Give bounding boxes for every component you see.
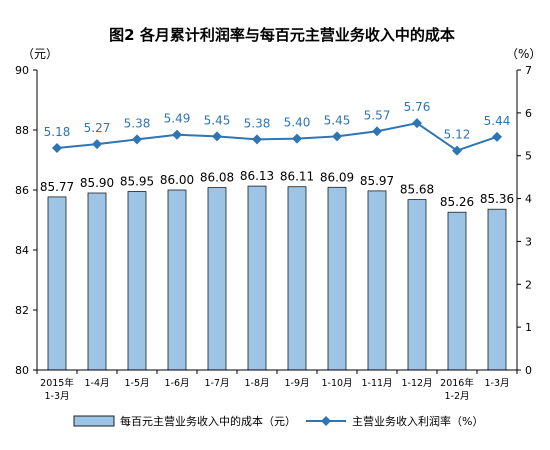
right-tick-label: 2 — [525, 278, 532, 291]
x-tick-label: 1-8月 — [244, 378, 269, 389]
right-tick-label: 3 — [525, 235, 532, 248]
right-tick-label: 1 — [525, 321, 532, 334]
left-tick-label: 84 — [15, 244, 29, 257]
bar — [247, 185, 267, 371]
line-value-label: 5.38 — [124, 116, 151, 130]
bar-value-label: 85.77 — [40, 180, 74, 194]
right-axis-ticks: 0 1 2 3 4 5 6 7 — [517, 64, 532, 377]
x-tick-label: 1-7月 — [204, 378, 229, 389]
bar-value-label: 85.90 — [80, 176, 114, 190]
bar-value-label: 86.00 — [160, 173, 194, 187]
x-tick-label: 1-12月 — [401, 378, 432, 389]
line-point — [332, 131, 342, 142]
bar-series — [47, 185, 507, 371]
bar-value-label: 85.68 — [400, 183, 434, 197]
x-axis-labels: 2015年 1-3月 1-4月 1-5月 1-6月 1-7月 1-8月 1-9月 1-10月 1-… — [36, 370, 518, 402]
x-tick-label: 1-5月 — [124, 378, 149, 389]
legend-line-label: 主营业务收入利润率（%） — [352, 414, 483, 428]
bar — [367, 190, 387, 371]
bar — [127, 191, 147, 371]
bar-value-label: 86.09 — [320, 170, 354, 184]
line-value-label: 5.45 — [204, 113, 231, 127]
right-tick-label: 4 — [525, 193, 532, 206]
line-value-label: 5.38 — [244, 116, 271, 130]
legend-line-marker — [321, 416, 331, 426]
line-point — [372, 126, 382, 137]
left-tick-label: 88 — [15, 124, 29, 137]
bar — [407, 199, 427, 371]
line-series — [52, 118, 502, 156]
right-axis-unit: （%） — [506, 47, 541, 61]
left-axis-unit: （元） — [22, 47, 58, 61]
bar-value-label: 86.08 — [200, 171, 234, 185]
x-tick-label: 1-4月 — [84, 378, 109, 389]
legend-bar-label: 每百元主营业务收入中的成本（元） — [120, 414, 296, 428]
line-value-label: 5.44 — [484, 114, 511, 128]
line-value-label: 5.12 — [444, 128, 471, 142]
right-tick-label: 6 — [525, 107, 532, 120]
bar — [207, 187, 227, 371]
bar-value-label: 86.13 — [240, 169, 274, 183]
right-tick-label: 0 — [525, 364, 532, 377]
line-point — [52, 143, 62, 153]
chart-title: 图2 各月累计利润率与每百元主营业务收入中的成本 — [109, 26, 455, 44]
left-tick-label: 82 — [15, 304, 29, 317]
bar-value-label: 85.97 — [360, 174, 394, 188]
left-tick-label: 90 — [15, 64, 29, 77]
line-data-labels: 5.18 5.27 5.38 5.49 5.45 5.38 5.40 5.45 5.57 5.76… — [44, 100, 511, 141]
x-tick-label: 1-11月 — [361, 378, 392, 389]
left-tick-label: 80 — [15, 364, 29, 377]
line-value-label: 5.57 — [364, 108, 391, 122]
x-tick-label: 1-3月 — [44, 391, 69, 402]
right-tick-label: 5 — [525, 150, 532, 163]
line-point — [212, 131, 222, 142]
x-tick-label: 1-6月 — [164, 378, 189, 389]
x-tick-label: 1-3月 — [484, 378, 509, 389]
bar-value-label: 85.26 — [440, 195, 474, 209]
right-tick-label: 7 — [525, 64, 532, 77]
bar — [87, 192, 107, 371]
bar-value-label: 85.95 — [120, 175, 154, 189]
bar-value-label: 85.36 — [480, 192, 514, 206]
x-tick-label: 1-10月 — [321, 378, 352, 389]
bar-value-label: 86.11 — [280, 170, 314, 184]
line-point — [492, 131, 502, 142]
bar — [447, 211, 467, 371]
line-value-label: 5.18 — [44, 125, 71, 139]
line-point — [452, 145, 462, 156]
bar — [327, 186, 347, 371]
x-tick-label: 2016年 — [440, 377, 474, 389]
line-point — [132, 134, 142, 145]
line-value-label: 5.45 — [324, 113, 351, 127]
line-point — [92, 139, 102, 150]
x-tick-label: 1-2月 — [444, 391, 469, 402]
line-value-label: 5.49 — [164, 112, 191, 126]
line-point — [172, 129, 182, 140]
line-point — [292, 133, 302, 144]
line-point — [412, 118, 422, 129]
left-axis-ticks: 80 82 84 86 88 90 — [15, 64, 37, 377]
bar — [487, 208, 507, 371]
bar — [47, 196, 67, 371]
bar — [167, 189, 187, 371]
legend: 每百元主营业务收入中的成本（元） 主营业务收入利润率（%） — [73, 414, 483, 428]
line-value-label: 5.27 — [84, 121, 111, 135]
line-value-label: 5.76 — [404, 100, 431, 114]
line-value-label: 5.40 — [284, 116, 311, 130]
left-tick-label: 86 — [15, 184, 29, 197]
x-tick-label: 1-9月 — [284, 378, 309, 389]
line-path — [56, 122, 498, 152]
line-point — [252, 134, 262, 145]
bar — [287, 186, 307, 371]
x-tick-label: 2015年 — [40, 377, 74, 389]
legend-bar-swatch — [73, 415, 115, 427]
bar-data-labels: 85.77 85.90 85.95 86.00 86.08 86.13 86.11 86.09… — [40, 169, 514, 209]
